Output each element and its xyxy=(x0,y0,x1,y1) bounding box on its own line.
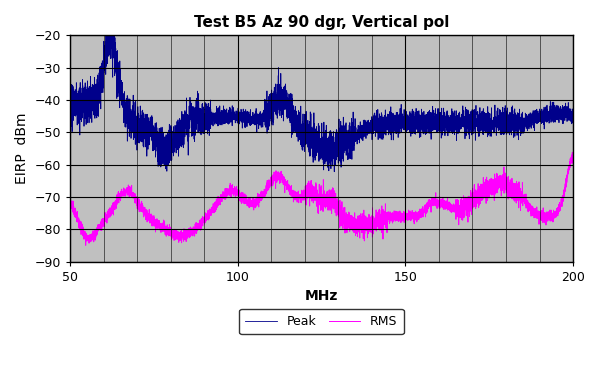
RMS xyxy=(67,205,74,210)
Peak xyxy=(184,115,191,120)
Peak xyxy=(256,118,263,123)
Peak xyxy=(566,112,573,117)
RMS xyxy=(292,194,299,199)
Peak xyxy=(103,33,110,38)
RMS xyxy=(256,197,263,202)
Peak xyxy=(292,110,299,115)
Y-axis label: EIRP  dBm: EIRP dBm xyxy=(15,113,29,184)
Peak xyxy=(331,169,338,174)
Title: Test B5 Az 90 dgr, Vertical pol: Test B5 Az 90 dgr, Vertical pol xyxy=(194,15,449,30)
Peak xyxy=(569,116,577,120)
RMS xyxy=(186,230,193,235)
RMS xyxy=(82,243,89,248)
RMS xyxy=(566,167,573,172)
Legend: Peak, RMS: Peak, RMS xyxy=(239,309,404,334)
Line: RMS: RMS xyxy=(70,152,573,245)
Peak xyxy=(188,105,196,109)
RMS xyxy=(184,231,191,236)
RMS xyxy=(569,157,577,161)
RMS xyxy=(569,150,576,155)
RMS xyxy=(188,229,196,234)
X-axis label: MHz: MHz xyxy=(305,290,338,303)
Line: Peak: Peak xyxy=(70,35,573,172)
Peak xyxy=(186,116,193,121)
Peak xyxy=(67,114,74,119)
